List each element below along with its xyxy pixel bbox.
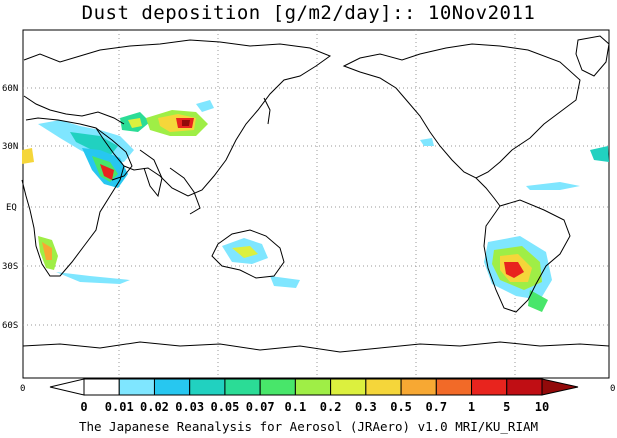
colorbar-box [118,378,155,396]
coast-south-america [483,199,571,313]
colorbar-edge-right-label: 0 [610,384,615,394]
colorbar-level-label: 0.02 [140,400,169,414]
colorbar-level-label: 10 [535,400,549,414]
coast-japan [263,97,271,125]
coast-central-america [475,177,501,207]
colorbar-box [294,378,332,396]
colorbar-level-label: 0.07 [246,400,275,414]
dust-central-asia [146,100,214,136]
credit-line: The Japanese Reanalysis for Aerosol (JRA… [78,419,539,434]
lat-label-60s: 60S [2,321,18,331]
colorbar-level-label: 0.1 [285,400,307,414]
dust-north-africa [22,120,134,164]
dust-australia [222,238,300,288]
lat-label-30n: 30N [2,142,18,152]
dust-other [420,138,609,190]
colorbar-left-arrow [49,378,85,396]
dust-shading [22,100,609,312]
coastlines [21,35,610,353]
coast-eurasia [23,39,332,197]
colorbar-level-label: 0.01 [105,400,134,414]
coast-greenland [575,35,610,77]
coast-africa [21,117,125,277]
colorbar-level-label: 0.5 [390,400,412,414]
dust-southern-africa [38,236,130,284]
colorbar-level-label: 0.2 [320,400,342,414]
colorbar-level-label: 0.7 [425,400,447,414]
colorbar-box [330,378,367,396]
dust-middle-east [120,112,150,132]
colorbar-box [471,378,508,396]
colorbar-box [189,378,226,396]
coast-australia [211,229,285,279]
colorbar-level-label: 0.3 [355,400,377,414]
coast-antarctica [22,341,610,353]
coast-europe-south [23,95,125,125]
colorbar-box [224,378,261,396]
coast-se-asia [169,167,201,215]
colorbar: 0 0 0 0.01 0.02 0.03 0.05 0.07 0.1 0.2 0.3 0.5 0.7… [20,378,615,414]
colorbar-right-arrow [541,378,579,396]
plot-frame [22,29,610,379]
colorbar-level-label: 5 [503,400,510,414]
coast-north-america [342,43,581,179]
coast-india [139,149,163,198]
lat-label-eq: EQ [6,203,17,213]
lat-label-60n: 60N [2,84,18,94]
colorbar-box [435,378,473,396]
colorbar-level-label: 1 [468,400,475,414]
colorbar-box [400,378,437,396]
colorbar-edge-left-label: 0 [20,384,25,394]
colorbar-box [365,378,402,396]
colorbar-level-label: 0.05 [210,400,239,414]
colorbar-box [506,378,543,396]
coast-arabia [95,127,133,181]
colorbar-box [259,378,296,396]
colorbar-box [83,378,120,396]
colorbar-box [153,378,191,396]
colorbar-level-label: 0.03 [175,400,204,414]
lat-label-30s: 30S [2,262,18,272]
colorbar-level-label: 0 [80,400,87,414]
dust-south-america [484,236,552,312]
map-title: Dust deposition [g/m2/day]:: 10Nov2011 [81,2,536,24]
